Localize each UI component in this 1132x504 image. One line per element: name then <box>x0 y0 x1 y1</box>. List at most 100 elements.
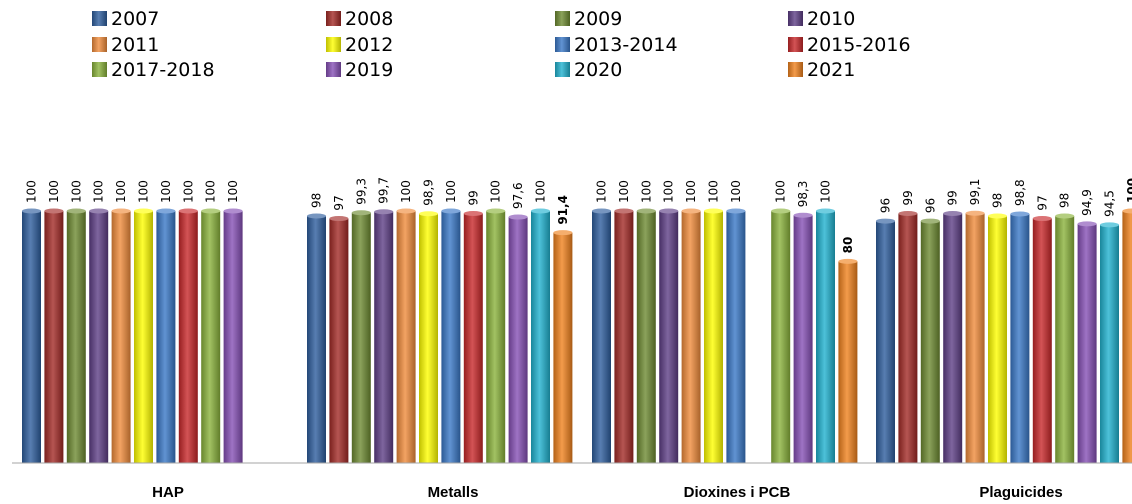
bar-hap-2010 <box>89 211 109 463</box>
legend-label-2012: 2012 <box>345 34 393 56</box>
legend-swatch-2015-2016 <box>788 37 803 52</box>
bar-hap-2013-2014 <box>156 211 176 463</box>
bar-cap-dioxines-i-pcb-2021 <box>838 258 858 264</box>
data-label-dioxines-i-pcb-2013-2014: 100 <box>729 180 743 203</box>
bar-cap-plaguicides-2015-2016 <box>1032 216 1052 222</box>
data-label-plaguicides-2020: 94,5 <box>1103 190 1117 217</box>
bar-cap-metalls-2007 <box>307 213 326 219</box>
bar-cap-metalls-2019 <box>508 214 528 220</box>
bar-dioxines-i-pcb-2009 <box>636 211 656 463</box>
legend-swatch-2007 <box>92 11 107 26</box>
bar-cap-plaguicides-2010 <box>943 211 963 217</box>
bar-metalls-2019 <box>508 217 528 463</box>
bar-metalls-2007 <box>307 216 326 463</box>
bar-cap-hap-2009 <box>66 208 86 214</box>
bar-cap-dioxines-i-pcb-2009 <box>636 208 656 214</box>
legend-label-2009: 2009 <box>574 8 622 30</box>
bar-dioxines-i-pcb-2017-2018 <box>771 211 791 463</box>
data-label-plaguicides-2011: 99,1 <box>968 179 982 206</box>
legend-swatch-2013-2014 <box>555 37 570 52</box>
bar-metalls-2009 <box>351 212 371 463</box>
bar-hap-2008 <box>44 211 64 463</box>
bar-plaguicides-2021 <box>1122 211 1132 463</box>
bar-cap-hap-2008 <box>44 208 64 214</box>
bar-cap-hap-2011 <box>111 208 131 214</box>
bar-cap-plaguicides-2021 <box>1122 208 1132 214</box>
bars-layer <box>22 208 1132 463</box>
data-label-metalls-2020: 100 <box>534 180 548 203</box>
bar-hap-2007 <box>22 211 41 463</box>
bar-cap-metalls-2012 <box>419 211 438 217</box>
bar-cap-hap-2017-2018 <box>201 208 221 214</box>
bar-plaguicides-2015-2016 <box>1032 218 1052 463</box>
bar-plaguicides-2010 <box>943 213 963 463</box>
bar-cap-dioxines-i-pcb-2012 <box>704 208 723 214</box>
data-label-dioxines-i-pcb-2008: 100 <box>617 180 631 203</box>
bar-plaguicides-2011 <box>965 213 985 463</box>
bar-hap-2017-2018 <box>201 211 221 463</box>
data-label-metalls-2015-2016: 99 <box>466 190 480 205</box>
bar-metalls-2017-2018 <box>486 211 506 463</box>
legend-label-2011: 2011 <box>111 34 159 56</box>
bar-cap-plaguicides-2011 <box>965 210 985 216</box>
bar-dioxines-i-pcb-2011 <box>681 211 701 463</box>
bar-cap-plaguicides-2008 <box>898 211 918 217</box>
data-label-hap-2007: 100 <box>25 180 39 203</box>
data-labels-layer: 100 100 100 100 100 100 100 100 100 100 98 97 99,3 99… <box>25 177 1132 253</box>
bar-cap-dioxines-i-pcb-2007 <box>592 208 611 214</box>
data-label-plaguicides-2007: 96 <box>879 198 893 213</box>
data-label-plaguicides-2012: 98 <box>991 193 1005 208</box>
legend-swatch-2010 <box>788 11 803 26</box>
data-label-metalls-2013-2014: 100 <box>444 180 458 203</box>
legend: 2007 2008 2009 2010 2011 2012 2013-2014 2015-20… <box>92 8 911 81</box>
category-labels-layer: HAP Metalls Dioxines i PCB Plaguicides <box>152 484 1063 501</box>
bar-hap-2009 <box>66 211 86 463</box>
data-label-plaguicides-2009: 96 <box>923 198 937 213</box>
bar-plaguicides-2017-2018 <box>1055 216 1075 463</box>
bar-cap-hap-2007 <box>22 208 41 214</box>
bar-plaguicides-2013-2014 <box>1010 214 1030 463</box>
data-label-metalls-2017-2018: 100 <box>489 180 503 203</box>
bar-hap-2012 <box>134 211 153 463</box>
bar-plaguicides-2007 <box>876 221 895 463</box>
bar-dioxines-i-pcb-2012 <box>704 211 723 463</box>
data-label-dioxines-i-pcb-2010: 100 <box>662 180 676 203</box>
bar-metalls-2011 <box>396 211 416 463</box>
bar-cap-metalls-2020 <box>531 208 550 214</box>
bar-cap-metalls-2011 <box>396 208 416 214</box>
data-label-metalls-2021: 91,4 <box>556 195 570 225</box>
legend-swatch-2008 <box>326 11 341 26</box>
bar-cap-hap-2013-2014 <box>156 208 176 214</box>
data-label-metalls-2012: 98,9 <box>422 179 436 206</box>
data-label-dioxines-i-pcb-2017-2018: 100 <box>774 180 788 203</box>
data-label-metalls-2007: 98 <box>310 193 324 208</box>
bar-dioxines-i-pcb-2010 <box>659 211 679 463</box>
bar-metalls-2008 <box>329 218 349 463</box>
data-label-hap-2010: 100 <box>92 180 106 203</box>
bar-cap-plaguicides-2013-2014 <box>1010 211 1030 217</box>
bar-hap-2011 <box>111 211 131 463</box>
legend-label-2013-2014: 2013-2014 <box>574 34 678 56</box>
bar-plaguicides-2009 <box>920 221 940 463</box>
bar-cap-hap-2012 <box>134 208 153 214</box>
data-label-dioxines-i-pcb-2020: 100 <box>819 180 833 203</box>
bar-cap-plaguicides-2007 <box>876 218 895 224</box>
bar-metalls-2010 <box>374 211 394 463</box>
bar-cap-metalls-2008 <box>329 216 349 222</box>
legend-label-2008: 2008 <box>345 8 393 30</box>
bar-metalls-2012 <box>419 213 438 463</box>
bar-cap-dioxines-i-pcb-2010 <box>659 208 679 214</box>
data-label-plaguicides-2008: 99 <box>901 190 915 205</box>
category-label-metalls: Metalls <box>428 484 479 501</box>
data-label-plaguicides-2013-2014: 98,8 <box>1013 179 1027 206</box>
data-label-dioxines-i-pcb-2012: 100 <box>707 180 721 203</box>
bar-cap-dioxines-i-pcb-2008 <box>614 208 634 214</box>
bar-dioxines-i-pcb-2008 <box>614 211 634 463</box>
bar-cap-dioxines-i-pcb-2017-2018 <box>771 208 791 214</box>
legend-label-2017-2018: 2017-2018 <box>111 59 215 81</box>
bar-cap-metalls-2017-2018 <box>486 208 506 214</box>
bar-cap-metalls-2021 <box>553 230 573 236</box>
bar-cap-metalls-2013-2014 <box>441 208 461 214</box>
legend-swatch-2019 <box>326 62 341 77</box>
data-label-plaguicides-2010: 99 <box>946 190 960 205</box>
